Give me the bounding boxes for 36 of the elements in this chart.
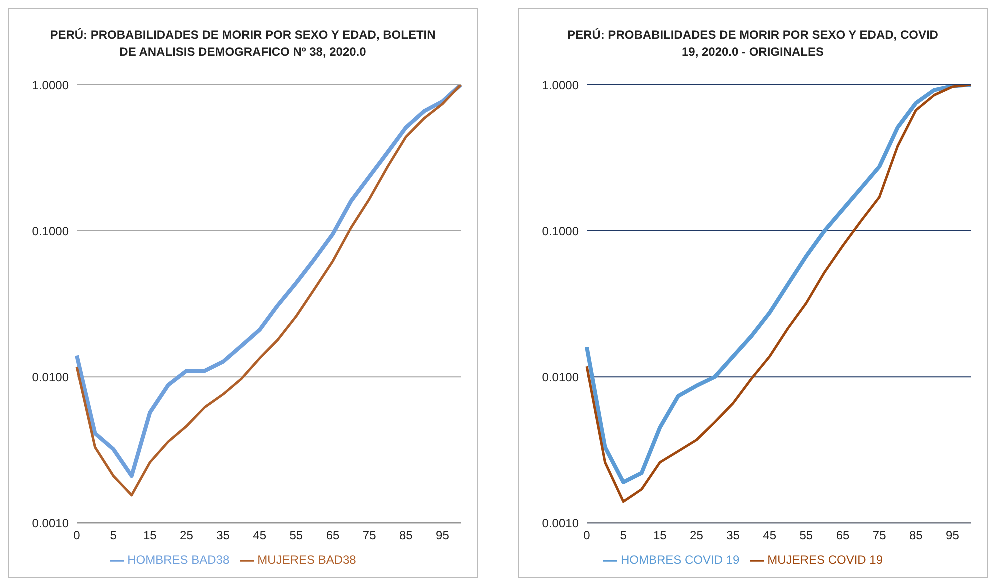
- y-tick-label: 1.0000: [32, 78, 70, 92]
- x-tick-label: 25: [690, 528, 704, 543]
- y-tick-label: 0.0100: [32, 370, 70, 384]
- x-tick-label: 55: [290, 528, 304, 543]
- legend-label: HOMBRES BAD38: [128, 553, 230, 568]
- x-tick-label: 0: [74, 528, 81, 543]
- x-tick-label: 35: [216, 528, 230, 543]
- y-tick-label: 0.1000: [32, 224, 70, 238]
- legend-label: HOMBRES COVID 19: [620, 553, 740, 568]
- x-tick-label: 55: [800, 528, 814, 543]
- y-tick-label: 0.1000: [542, 224, 580, 238]
- x-tick-label: 15: [653, 528, 668, 543]
- legend-label: MUJERES COVID 19: [768, 553, 884, 568]
- x-tick-label: 65: [836, 528, 850, 543]
- chart-title: PERÚ: PROBABILIDADES DE MORIR POR SEXO Y EDAD, BOLETIN DE ANALISIS DEMOGRAFICO Nº 38, 2020.0: [49, 27, 437, 61]
- x-tick-label: 25: [180, 528, 194, 543]
- x-tick-label: 45: [253, 528, 267, 543]
- x-tick-label: 85: [399, 528, 414, 543]
- y-tick-label: 0.0010: [542, 516, 580, 530]
- x-tick-label: 5: [110, 528, 118, 543]
- x-tick-label: 75: [362, 528, 377, 543]
- x-tick-label: 65: [326, 528, 340, 543]
- x-tick-label: 5: [620, 528, 628, 543]
- x-tick-label: 0: [584, 528, 591, 543]
- y-tick-label: 0.0010: [32, 516, 70, 530]
- x-tick-label: 85: [909, 528, 924, 543]
- x-tick-label: 95: [946, 528, 960, 543]
- y-tick-label: 1.0000: [542, 78, 580, 92]
- x-tick-label: 35: [726, 528, 740, 543]
- x-tick-label: 95: [436, 528, 450, 543]
- legend-label: MUJERES BAD38: [258, 553, 356, 568]
- y-tick-label: 0.0100: [542, 370, 580, 384]
- x-tick-label: 75: [872, 528, 887, 543]
- chart-title: PERÚ: PROBABILIDADES DE MORIR POR SEXO Y EDAD, COVID 19, 2020.0 - ORIGINALES: [566, 27, 940, 61]
- x-tick-label: 45: [763, 528, 777, 543]
- x-tick-label: 15: [143, 528, 158, 543]
